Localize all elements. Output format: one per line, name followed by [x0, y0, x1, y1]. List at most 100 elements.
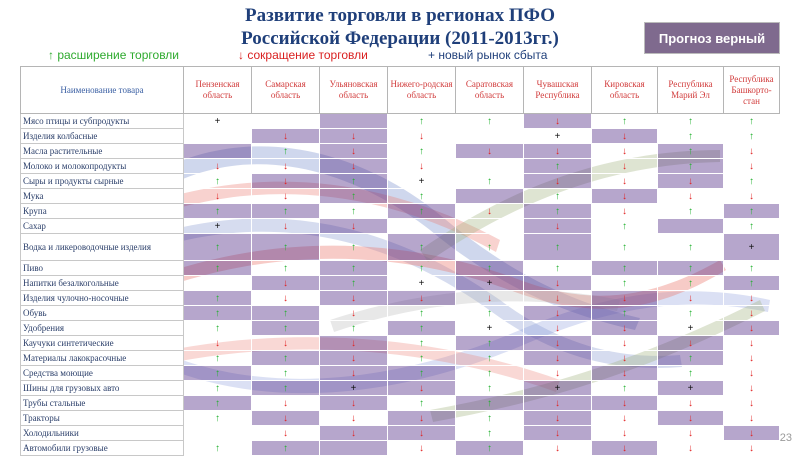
trend-cell: ↑: [183, 440, 252, 456]
table-row: Средства моющие ↑ ↑ ↓ ↑ ↑ ↓ ↓ ↑ ↓: [20, 365, 780, 381]
trend-cell: ↓: [251, 425, 320, 441]
trend-cell: +: [183, 113, 252, 129]
product-name: Мука: [20, 188, 184, 204]
trend-cell: ↑: [455, 173, 524, 189]
trend-cell: ↑: [183, 395, 252, 411]
trend-cell: ↓: [591, 290, 658, 306]
trend-cell: [183, 128, 252, 144]
product-name: Удобрения: [20, 320, 184, 336]
trend-cell: ↓: [455, 143, 524, 159]
table-row: Холодильники ↓ ↓ ↓ ↑ ↓ ↓ ↓ ↓: [20, 425, 780, 441]
trend-cell: ↓: [455, 203, 524, 219]
trend-cell: ↑: [723, 173, 780, 189]
table-row: Мясо птицы и субпродукты + ↑ ↑ ↓ ↑ ↑ ↑: [20, 113, 780, 129]
product-name: Средства моющие: [20, 365, 184, 381]
trend-cell: ↓: [523, 410, 592, 426]
trend-cell: ↓: [523, 290, 592, 306]
trend-cell: ↓: [319, 425, 388, 441]
trend-cell: [455, 158, 524, 174]
trend-cell: [183, 143, 252, 159]
table-row: Сахар + ↓ ↓ ↓ ↑ ↑: [20, 218, 780, 234]
trend-cell: ↑: [523, 158, 592, 174]
trend-cell: ↑: [657, 260, 724, 276]
trend-cell: ↓: [319, 128, 388, 144]
trend-cell: [319, 113, 388, 129]
product-name: Трубы стальные: [20, 395, 184, 411]
trend-cell: ↓: [723, 305, 780, 321]
trend-cell: +: [319, 380, 388, 396]
trend-cell: ↓: [251, 218, 320, 234]
table-row: Удобрения ↑ ↑ ↑ ↑ + ↓ ↓ + ↓: [20, 320, 780, 336]
trend-cell: ↓: [319, 290, 388, 306]
trend-cell: ↓: [591, 395, 658, 411]
trend-cell: ↑: [455, 380, 524, 396]
trend-cell: ↓: [251, 173, 320, 189]
table-header-row: Наименование товара Пензенская область Сам…: [20, 66, 780, 114]
trend-cell: +: [387, 275, 456, 291]
column-header-region: Саратовская область: [455, 66, 524, 114]
trend-cell: ↓: [251, 290, 320, 306]
trend-cell: [319, 440, 388, 456]
trend-cell: ↓: [591, 128, 658, 144]
trend-cell: ↓: [523, 395, 592, 411]
product-name: Пиво: [20, 260, 184, 276]
table-row: Крупа ↑ ↑ ↑ ↑ ↓ ↑ ↓ ↑ ↑: [20, 203, 780, 219]
trend-cell: ↓: [723, 440, 780, 456]
trend-cell: ↓: [523, 218, 592, 234]
trend-cell: ↑: [657, 143, 724, 159]
trend-cell: ↑: [251, 350, 320, 366]
trend-cell: ↑: [591, 275, 658, 291]
trend-cell: +: [455, 320, 524, 336]
trend-cell: ↓: [523, 425, 592, 441]
trend-cell: ↓: [591, 173, 658, 189]
trend-cell: ↑: [723, 203, 780, 219]
trend-cell: ↑: [319, 173, 388, 189]
trend-cell: ↓: [723, 143, 780, 159]
trend-cell: [387, 218, 456, 234]
trend-cell: [183, 275, 252, 291]
table-row: Шины для грузовых авто ↑ ↑ + ↓ ↑ + ↑ + ↓: [20, 380, 780, 396]
trend-cell: ↓: [523, 335, 592, 351]
trend-cell: ↑: [319, 275, 388, 291]
trend-cell: ↓: [523, 143, 592, 159]
trend-cell: ↑: [455, 350, 524, 366]
trend-cell: ↓: [591, 350, 658, 366]
trend-cell: ↑: [183, 320, 252, 336]
trend-cell: ↓: [723, 290, 780, 306]
title-line-2: Российской Федерации (2011-2013гг.): [241, 28, 559, 49]
trend-cell: ↓: [657, 188, 724, 204]
table-row: Каучуки синтетические ↓ ↓ ↓ ↑ ↑ ↓ ↓ ↓ ↓: [20, 335, 780, 351]
trend-cell: [455, 128, 524, 144]
forecast-badge: Прогноз верный: [644, 22, 780, 54]
table-row: Автомобили грузовые ↑ ↑ ↓ ↑ ↓ ↓ ↓ ↓: [20, 440, 780, 456]
trend-cell: ↑: [657, 233, 724, 261]
trend-cell: [657, 218, 724, 234]
trend-cell: ↑: [319, 320, 388, 336]
trend-cell: +: [657, 320, 724, 336]
trend-cell: ↑: [523, 188, 592, 204]
trend-cell: ↓: [319, 305, 388, 321]
trend-cell: ↓: [387, 128, 456, 144]
trend-cell: ↓: [657, 425, 724, 441]
table-row: Изделия колбасные ↓ ↓ ↓ + ↓ ↑ ↑: [20, 128, 780, 144]
trend-cell: ↓: [251, 395, 320, 411]
product-name: Изделия чулочно-носочные: [20, 290, 184, 306]
trend-cell: +: [523, 128, 592, 144]
column-header-region: Пензенская область: [183, 66, 252, 114]
legend-down: ↓ сокращение торговли: [238, 48, 368, 62]
legend-up-text: ↑ расширение торговли: [48, 48, 179, 62]
trend-cell: ↑: [251, 203, 320, 219]
trend-cell: ↓: [387, 410, 456, 426]
trend-cell: ↓: [183, 335, 252, 351]
trend-cell: [183, 425, 252, 441]
trend-cell: ↓: [319, 410, 388, 426]
trend-cell: ↑: [657, 305, 724, 321]
product-name: Холодильники: [20, 425, 184, 441]
trend-cell: ↑: [387, 365, 456, 381]
trend-cell: ↓: [319, 395, 388, 411]
trend-cell: ↑: [523, 203, 592, 219]
trend-cell: ↑: [657, 350, 724, 366]
trend-cell: ↑: [455, 425, 524, 441]
trend-cell: ↑: [387, 143, 456, 159]
trend-cell: ↓: [723, 425, 780, 441]
